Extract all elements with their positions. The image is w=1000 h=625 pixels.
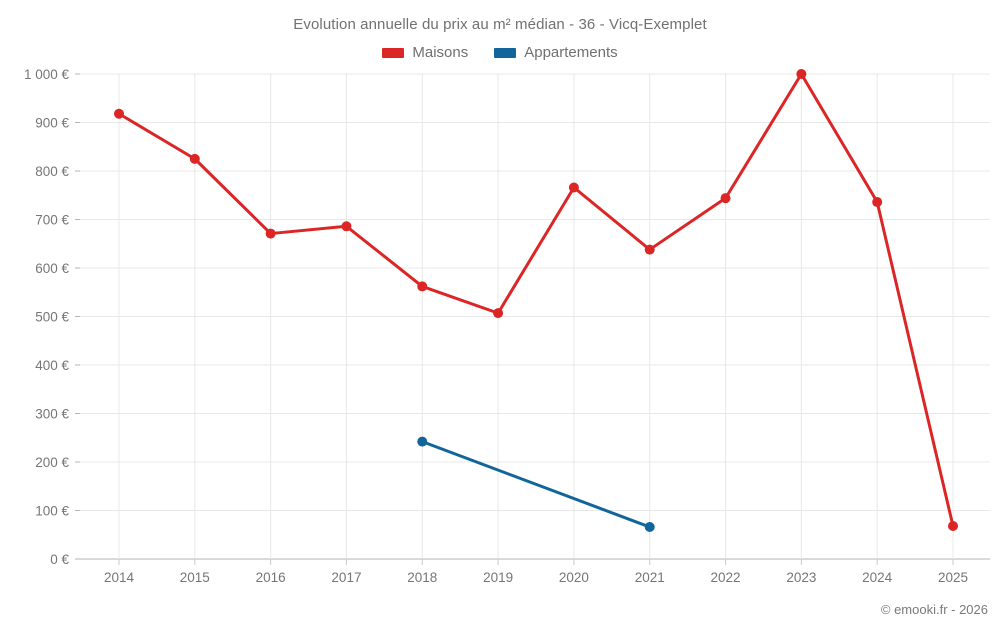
data-point-appartements[interactable] (417, 436, 428, 447)
footer-copyright: © emooki.fr - 2026 (880, 602, 988, 617)
x-axis-tick-label: 2015 (180, 570, 210, 585)
y-axis-tick-label: 600 € (35, 261, 69, 276)
x-axis-tick-label: 2022 (711, 570, 741, 585)
y-axis-tick-label: 0 € (50, 552, 69, 567)
data-point-appartements[interactable] (644, 521, 655, 532)
x-axis-tick-label: 2025 (938, 570, 968, 585)
chart-title: Evolution annuelle du prix au m² médian … (293, 16, 707, 33)
data-point-maisons[interactable] (872, 197, 883, 208)
x-axis-tick-label: 2020 (559, 570, 589, 585)
legend-item-appartements[interactable]: Appartements (494, 44, 618, 61)
chart-legend: Maisons Appartements (0, 44, 1000, 61)
x-axis-tick-label: 2021 (635, 570, 665, 585)
legend-label-maisons: Maisons (412, 44, 469, 61)
data-point-maisons[interactable] (265, 228, 276, 239)
data-point-maisons[interactable] (493, 308, 504, 319)
series-points (114, 69, 958, 532)
x-axis-tick-labels: 2014 2015 2016 2017 2018 2019 2020 2021 2022 2023… (104, 570, 968, 585)
data-point-maisons[interactable] (189, 153, 200, 164)
data-point-maisons[interactable] (341, 221, 352, 232)
x-axis-tick-label: 2016 (256, 570, 286, 585)
series-line-appartements (420, 440, 652, 529)
series-lines (117, 72, 955, 529)
legend-label-appartements: Appartements (524, 44, 618, 61)
data-point-maisons[interactable] (114, 108, 124, 119)
legend-swatch-maisons (382, 47, 405, 58)
y-axis-tick-label: 1 000 € (24, 67, 70, 82)
y-axis-tick-label: 100 € (35, 504, 69, 519)
x-axis-tick-label: 2023 (786, 570, 816, 585)
legend-item-maisons[interactable]: Maisons (382, 44, 468, 61)
y-axis-tick-label: 500 € (35, 310, 69, 325)
y-axis-tick-label: 400 € (35, 358, 69, 373)
x-axis-tick-label: 2014 (104, 570, 135, 585)
data-point-maisons[interactable] (796, 69, 807, 79)
data-point-maisons[interactable] (720, 193, 731, 204)
y-axis-tick-label: 800 € (35, 164, 69, 179)
y-axis-tick-label: 200 € (35, 455, 69, 470)
legend-swatch-appartements (494, 47, 517, 58)
data-point-maisons[interactable] (568, 182, 579, 193)
data-point-maisons[interactable] (417, 281, 428, 292)
data-point-maisons[interactable] (644, 244, 655, 255)
x-axis-tick-label: 2019 (483, 570, 513, 585)
grid-lines (75, 73, 990, 565)
series-line-maisons (117, 72, 955, 528)
y-axis-tick-labels: 0 € 100 € 200 € 300 € 400 € 500 € 600 € 700 € 80… (24, 67, 70, 567)
x-axis-tick-label: 2024 (862, 570, 893, 585)
data-point-maisons[interactable] (948, 521, 958, 532)
y-axis-tick-label: 900 € (35, 116, 69, 131)
x-axis-tick-label: 2017 (331, 570, 361, 585)
x-axis-tick-label: 2018 (407, 570, 437, 585)
y-axis-tick-label: 700 € (35, 213, 69, 228)
y-axis-tick-label: 300 € (35, 407, 69, 422)
